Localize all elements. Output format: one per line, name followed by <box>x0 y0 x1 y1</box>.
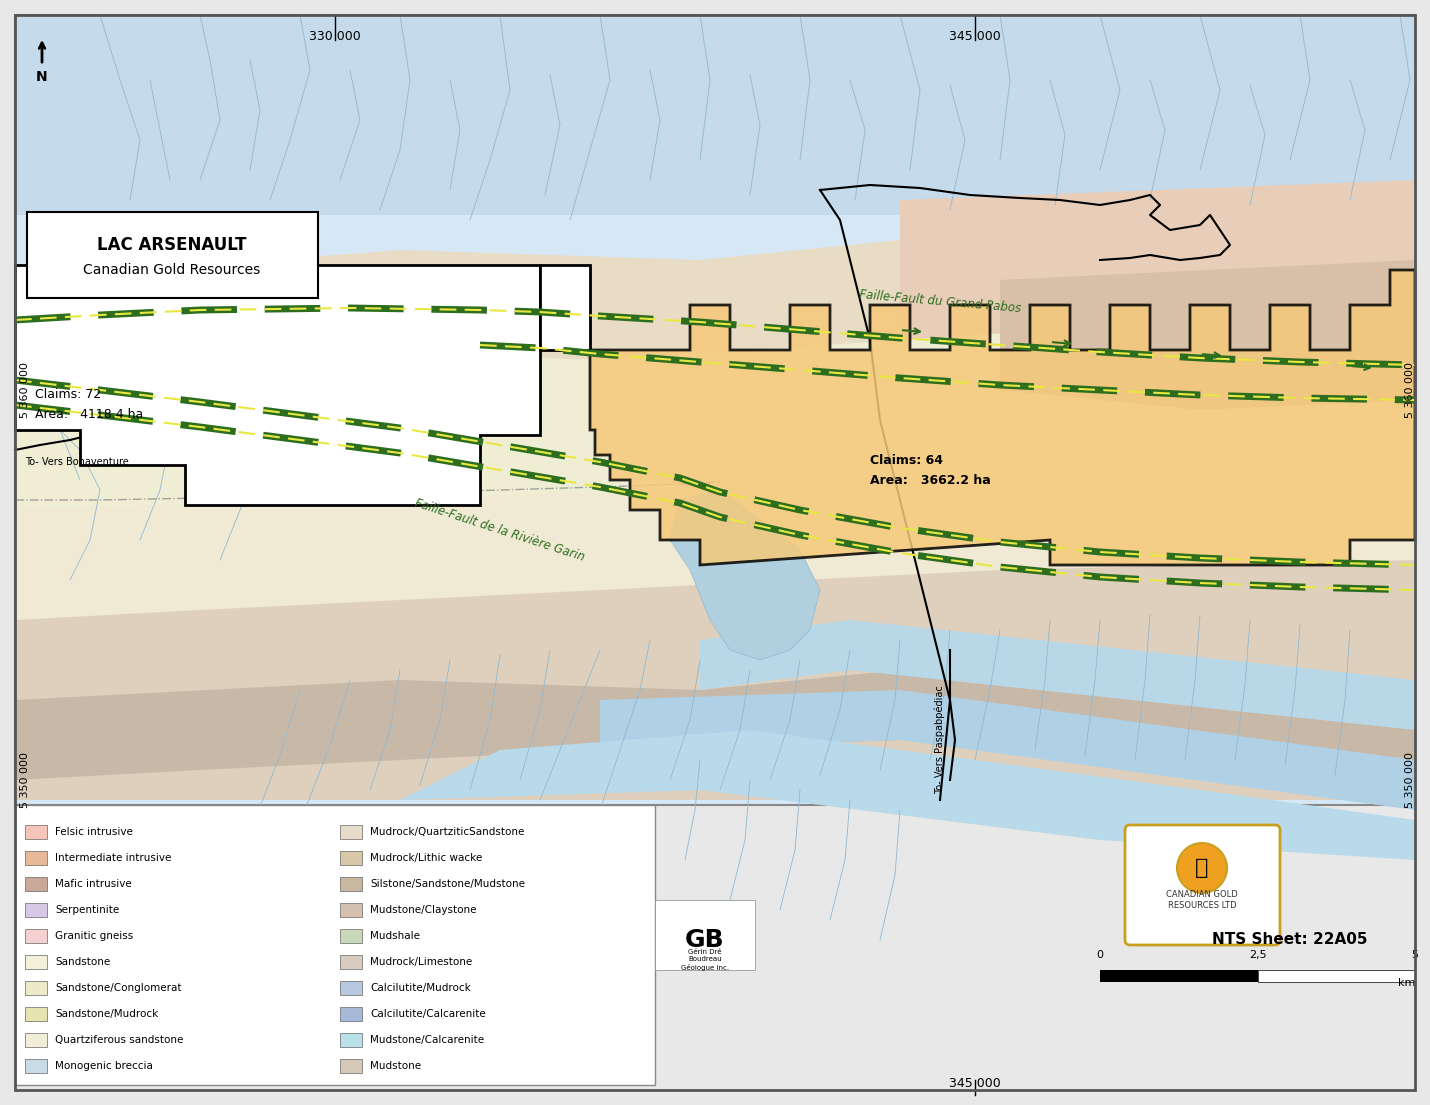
Text: Mafic intrusive: Mafic intrusive <box>54 878 132 890</box>
Bar <box>24 851 47 865</box>
Text: Faille-Fault de la Rivière Garin: Faille-Fault de la Rivière Garin <box>413 496 586 564</box>
Bar <box>24 929 47 943</box>
Bar <box>24 1007 47 1021</box>
Text: Sandstone/Mudrock: Sandstone/Mudrock <box>54 1009 159 1019</box>
Polygon shape <box>14 550 1416 800</box>
Text: Mudstone: Mudstone <box>370 1061 420 1071</box>
Bar <box>14 15 1416 806</box>
Bar <box>24 1059 47 1073</box>
Polygon shape <box>14 311 1416 511</box>
Bar <box>24 981 47 994</box>
Text: CANADIAN GOLD
RESOURCES LTD: CANADIAN GOLD RESOURCES LTD <box>1165 891 1238 909</box>
Text: Area:   3662.2 ha: Area: 3662.2 ha <box>869 474 991 486</box>
Bar <box>14 15 1416 215</box>
Text: GB: GB <box>685 928 725 953</box>
Text: km: km <box>1397 978 1416 988</box>
Text: N: N <box>36 70 47 84</box>
Text: Mudrock/Lithic wacke: Mudrock/Lithic wacke <box>370 853 482 863</box>
Bar <box>24 825 47 839</box>
Text: Mudrock/QuartziticSandstone: Mudrock/QuartziticSandstone <box>370 827 525 836</box>
Polygon shape <box>601 690 1416 810</box>
Polygon shape <box>14 670 1416 780</box>
Text: Mudstone/Claystone: Mudstone/Claystone <box>370 905 476 915</box>
Text: 5: 5 <box>1411 950 1419 960</box>
Text: NTS Sheet: 22A05: NTS Sheet: 22A05 <box>1213 933 1367 947</box>
Text: Sandstone: Sandstone <box>54 957 110 967</box>
Text: 5 360 000: 5 360 000 <box>20 362 30 418</box>
FancyBboxPatch shape <box>27 212 317 298</box>
Bar <box>340 1033 362 1048</box>
Text: Calcilutite/Calcarenite: Calcilutite/Calcarenite <box>370 1009 486 1019</box>
Text: To- Vers Bonaventure: To- Vers Bonaventure <box>24 457 129 467</box>
Text: Canadian Gold Resources: Canadian Gold Resources <box>83 263 260 277</box>
Bar <box>340 929 362 943</box>
Text: Faille-Fault du Grand Pabos: Faille-Fault du Grand Pabos <box>858 288 1021 316</box>
Text: 2,5: 2,5 <box>1250 950 1267 960</box>
Bar <box>340 981 362 994</box>
Text: Mudrock/Limestone: Mudrock/Limestone <box>370 957 472 967</box>
Text: Felsic intrusive: Felsic intrusive <box>54 827 133 836</box>
Bar <box>24 955 47 969</box>
Text: Claims: 72: Claims: 72 <box>34 389 102 401</box>
Text: 5 360 000: 5 360 000 <box>1406 362 1416 418</box>
Bar <box>340 851 362 865</box>
Polygon shape <box>1000 260 1416 410</box>
FancyBboxPatch shape <box>1125 825 1280 945</box>
Bar <box>1100 970 1258 982</box>
Text: Intermediate intrusive: Intermediate intrusive <box>54 853 172 863</box>
Text: To- Vers Paspabpédiac: To- Vers Paspabpédiac <box>935 685 945 794</box>
Text: 🍁: 🍁 <box>1195 857 1208 878</box>
Text: 5 350 000: 5 350 000 <box>20 753 30 808</box>
Text: Mudstone/Calcarenite: Mudstone/Calcarenite <box>370 1035 485 1045</box>
Polygon shape <box>671 490 819 660</box>
Text: Mudshale: Mudshale <box>370 932 420 941</box>
Text: 345 000: 345 000 <box>950 30 1001 43</box>
Bar <box>24 903 47 917</box>
Text: Monogenic breccia: Monogenic breccia <box>54 1061 153 1071</box>
Text: Gérin Dré
Boudreau
Géologue inc.: Gérin Dré Boudreau Géologue inc. <box>681 949 729 970</box>
Text: LAC ARSENAULT: LAC ARSENAULT <box>97 236 247 254</box>
Polygon shape <box>400 730 1416 860</box>
Text: Silstone/Sandstone/Mudstone: Silstone/Sandstone/Mudstone <box>370 878 525 890</box>
Bar <box>340 825 362 839</box>
Text: 5 350 000: 5 350 000 <box>1406 753 1416 808</box>
Text: Granitic gneiss: Granitic gneiss <box>54 932 133 941</box>
Text: Calcilutite/Mudrock: Calcilutite/Mudrock <box>370 983 470 993</box>
Polygon shape <box>591 270 1416 565</box>
Circle shape <box>1177 843 1227 893</box>
Bar <box>340 1059 362 1073</box>
Text: Claims: 64: Claims: 64 <box>869 453 942 466</box>
Bar <box>24 1033 47 1048</box>
Polygon shape <box>14 180 1416 590</box>
Bar <box>24 877 47 891</box>
Polygon shape <box>14 265 541 505</box>
Polygon shape <box>899 180 1416 360</box>
Polygon shape <box>14 450 1416 620</box>
Text: Sandstone/Conglomerat: Sandstone/Conglomerat <box>54 983 182 993</box>
Text: 330 000: 330 000 <box>309 30 360 43</box>
Polygon shape <box>701 620 1416 730</box>
Text: Area:   4118.4 ha: Area: 4118.4 ha <box>34 409 143 421</box>
Bar <box>14 806 655 1085</box>
Bar <box>340 1007 362 1021</box>
Text: Quartziferous sandstone: Quartziferous sandstone <box>54 1035 183 1045</box>
Text: Serpentinite: Serpentinite <box>54 905 119 915</box>
Text: 345 000: 345 000 <box>950 1077 1001 1090</box>
Bar <box>1258 970 1416 982</box>
Bar <box>340 903 362 917</box>
Text: 0: 0 <box>1097 950 1104 960</box>
Bar <box>655 899 755 970</box>
Polygon shape <box>541 265 591 350</box>
Bar <box>340 955 362 969</box>
Bar <box>340 877 362 891</box>
